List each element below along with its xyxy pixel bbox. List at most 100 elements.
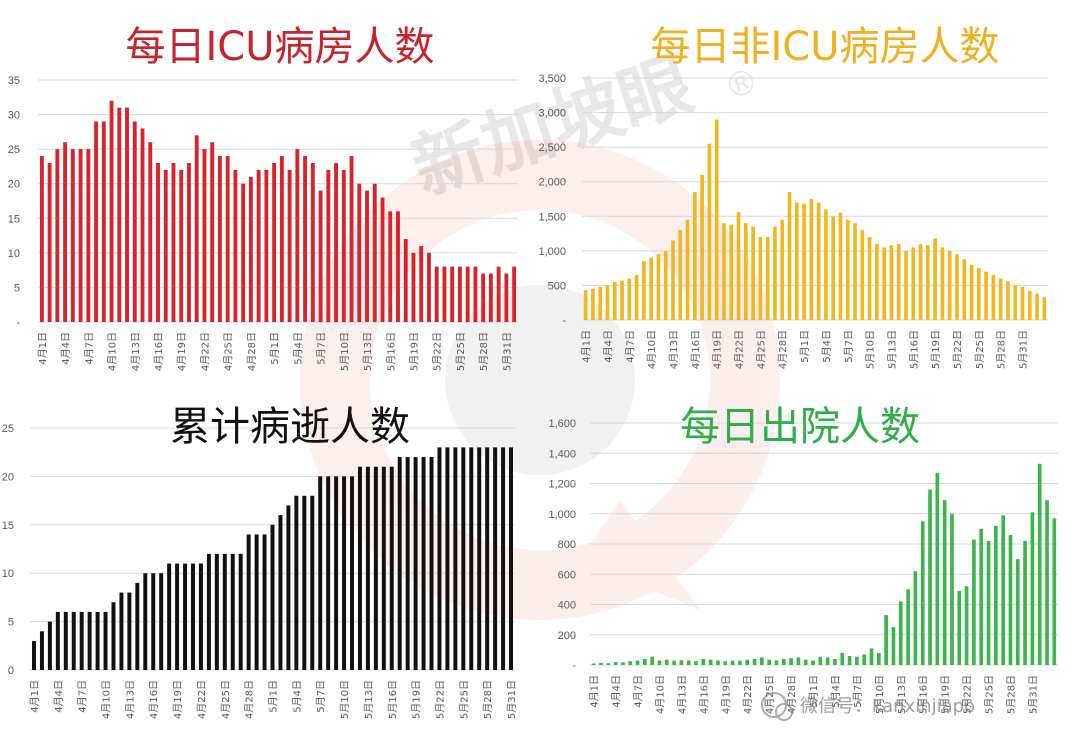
x-tick-label: 5月16日: [908, 330, 920, 369]
x-tick-label: 5月28日: [996, 330, 1008, 369]
bar: [256, 169, 261, 322]
bar: [796, 657, 801, 665]
y-tick-label: 3,500: [538, 73, 566, 85]
bar: [663, 250, 668, 320]
bar: [445, 447, 450, 670]
bar: [889, 245, 894, 320]
bar: [962, 259, 967, 320]
x-tick-label: 4月4日: [53, 680, 65, 713]
bar: [318, 476, 323, 670]
chart-title: 累计病逝人数: [170, 404, 410, 450]
bar: [869, 648, 874, 665]
bar: [656, 254, 661, 320]
bar: [686, 660, 691, 665]
bar: [179, 169, 184, 322]
bar: [867, 237, 872, 320]
bar: [918, 243, 923, 320]
y-tick-label: 35: [8, 75, 20, 87]
bar: [1035, 293, 1039, 320]
x-tick-label: 4月10日: [101, 680, 113, 719]
x-tick-label: 5月31日: [501, 332, 513, 371]
bar: [906, 589, 910, 665]
bar: [605, 285, 610, 320]
bar: [294, 495, 299, 670]
y-tick-label: -: [16, 317, 20, 329]
x-tick-label: 4月13日: [668, 330, 680, 369]
bar: [744, 223, 748, 320]
bar: [87, 611, 92, 670]
bar: [723, 661, 728, 665]
bar: [635, 660, 640, 665]
x-tick-label: 5月1日: [268, 680, 280, 713]
x-tick-label: 4月4日: [60, 332, 72, 365]
x-tick-label: 5月16日: [385, 332, 397, 371]
bar: [650, 656, 654, 665]
bar: [708, 659, 713, 665]
bar: [493, 447, 498, 670]
bar: [716, 660, 720, 665]
x-tick-label: 4月16日: [148, 680, 160, 719]
bar: [372, 183, 377, 322]
x-tick-label: 5月31日: [506, 680, 518, 719]
bar: [214, 553, 219, 670]
bar: [1020, 286, 1025, 320]
bar: [488, 273, 493, 322]
bar: [194, 135, 199, 322]
bar: [831, 216, 836, 320]
x-tick-label: 4月1日: [37, 332, 49, 365]
bar: [218, 156, 222, 322]
chart-title: 每日非ICU病房人数: [650, 24, 999, 70]
bar: [845, 219, 850, 320]
y-tick-label: 0: [8, 665, 14, 677]
y-tick-label: 1,000: [548, 509, 576, 521]
bar: [63, 611, 68, 670]
bar: [984, 271, 988, 320]
bar: [254, 534, 259, 670]
bar: [591, 288, 595, 320]
bar: [78, 149, 83, 322]
y-tick-label: 500: [548, 280, 566, 292]
bar: [729, 224, 734, 320]
x-tick-label: 4月28日: [777, 330, 789, 369]
bar: [722, 223, 726, 320]
x-tick-label: 5月4日: [292, 332, 304, 365]
chart-title: 每日出院人数: [680, 404, 920, 450]
bar: [825, 657, 830, 665]
bar: [642, 261, 646, 320]
x-tick-label: 4月22日: [742, 675, 754, 714]
x-tick-label: 4月25日: [755, 330, 767, 369]
bar: [437, 447, 442, 670]
x-tick-label: 4月13日: [130, 332, 142, 371]
x-tick-label: 4月1日: [581, 330, 593, 363]
bar: [453, 447, 458, 670]
bar: [326, 476, 331, 670]
bar: [171, 162, 176, 322]
y-tick-label: 15: [2, 520, 14, 532]
bar: [760, 657, 764, 665]
x-tick-label: 4月19日: [720, 675, 732, 714]
bar: [964, 586, 969, 665]
bar: [55, 611, 60, 670]
x-tick-label: 5月10日: [865, 330, 877, 369]
x-tick-label: 5月10日: [339, 680, 351, 719]
bar: [143, 573, 148, 670]
bar: [781, 658, 786, 665]
x-tick-label: 4月4日: [611, 675, 623, 708]
bar: [295, 149, 300, 322]
bar: [509, 447, 514, 670]
bar: [334, 476, 339, 670]
watermark-logo-pin: [580, 500, 700, 610]
bar: [847, 655, 852, 665]
bar: [70, 149, 75, 322]
bar: [326, 169, 331, 322]
y-tick-label: 2,500: [538, 142, 566, 154]
bar: [286, 505, 291, 670]
bar: [151, 573, 156, 670]
bar: [419, 245, 424, 322]
x-tick-label: 5月1日: [799, 330, 811, 363]
x-tick-label: 4月16日: [698, 675, 710, 714]
bar: [928, 489, 932, 665]
bar: [501, 447, 506, 670]
x-tick-label: 4月25日: [220, 680, 232, 719]
bar: [310, 162, 315, 322]
